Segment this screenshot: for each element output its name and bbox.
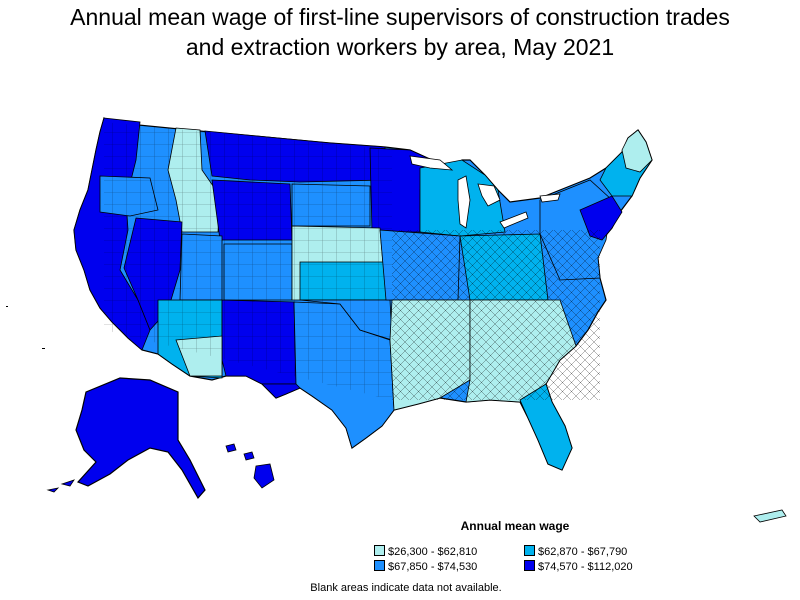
legend-item-range-3: $67,850 - $74,530 bbox=[374, 560, 477, 574]
lake-huron bbox=[477, 183, 501, 207]
small-island-mark bbox=[42, 348, 45, 349]
lake-superior bbox=[409, 155, 454, 171]
east-area-boundaries bbox=[392, 230, 600, 400]
legend-swatch bbox=[374, 560, 385, 571]
legend-swatch bbox=[524, 560, 535, 571]
hawaii-maui bbox=[243, 451, 255, 461]
lake-erie bbox=[499, 211, 529, 229]
west-area-boundaries bbox=[104, 122, 392, 400]
legend-item-range-1: $26,300 - $62,810 bbox=[374, 545, 477, 559]
legend-label: $67,850 - $74,530 bbox=[388, 561, 478, 573]
title-line-2: and extraction workers by area, May 2021 bbox=[185, 34, 615, 60]
lake-michigan bbox=[457, 175, 471, 229]
legend-item-range-4: $74,570 - $112,020 bbox=[524, 560, 633, 574]
blank-areas-note: Blank areas indicate data not available. bbox=[310, 582, 502, 594]
legend-label: $74,570 - $112,020 bbox=[538, 561, 633, 573]
alaska-peninsula-islands bbox=[46, 479, 75, 493]
hawaii-oahu bbox=[225, 443, 237, 453]
legend-label: $62,870 - $67,790 bbox=[538, 546, 628, 558]
legend-item-range-2: $62,870 - $67,790 bbox=[524, 545, 627, 559]
hawaii-big-island bbox=[253, 463, 275, 489]
legend-label: $26,300 - $62,810 bbox=[388, 546, 478, 558]
legend-title: Annual mean wage bbox=[460, 519, 570, 533]
puerto-rico-area bbox=[753, 509, 787, 523]
lake-ontario bbox=[539, 193, 561, 203]
title-line-1: Annual mean wage of first-line superviso… bbox=[70, 4, 730, 30]
legend-swatch bbox=[524, 545, 535, 556]
great-lakes bbox=[409, 155, 561, 229]
region-west-texas bbox=[261, 383, 301, 399]
region-maine bbox=[621, 129, 653, 173]
small-island-mark bbox=[6, 306, 8, 307]
map-title: Annual mean wage of first-line superviso… bbox=[0, 2, 800, 62]
legend-swatch bbox=[374, 545, 385, 556]
alaska-area bbox=[75, 377, 206, 500]
hawaii-area bbox=[225, 443, 275, 489]
